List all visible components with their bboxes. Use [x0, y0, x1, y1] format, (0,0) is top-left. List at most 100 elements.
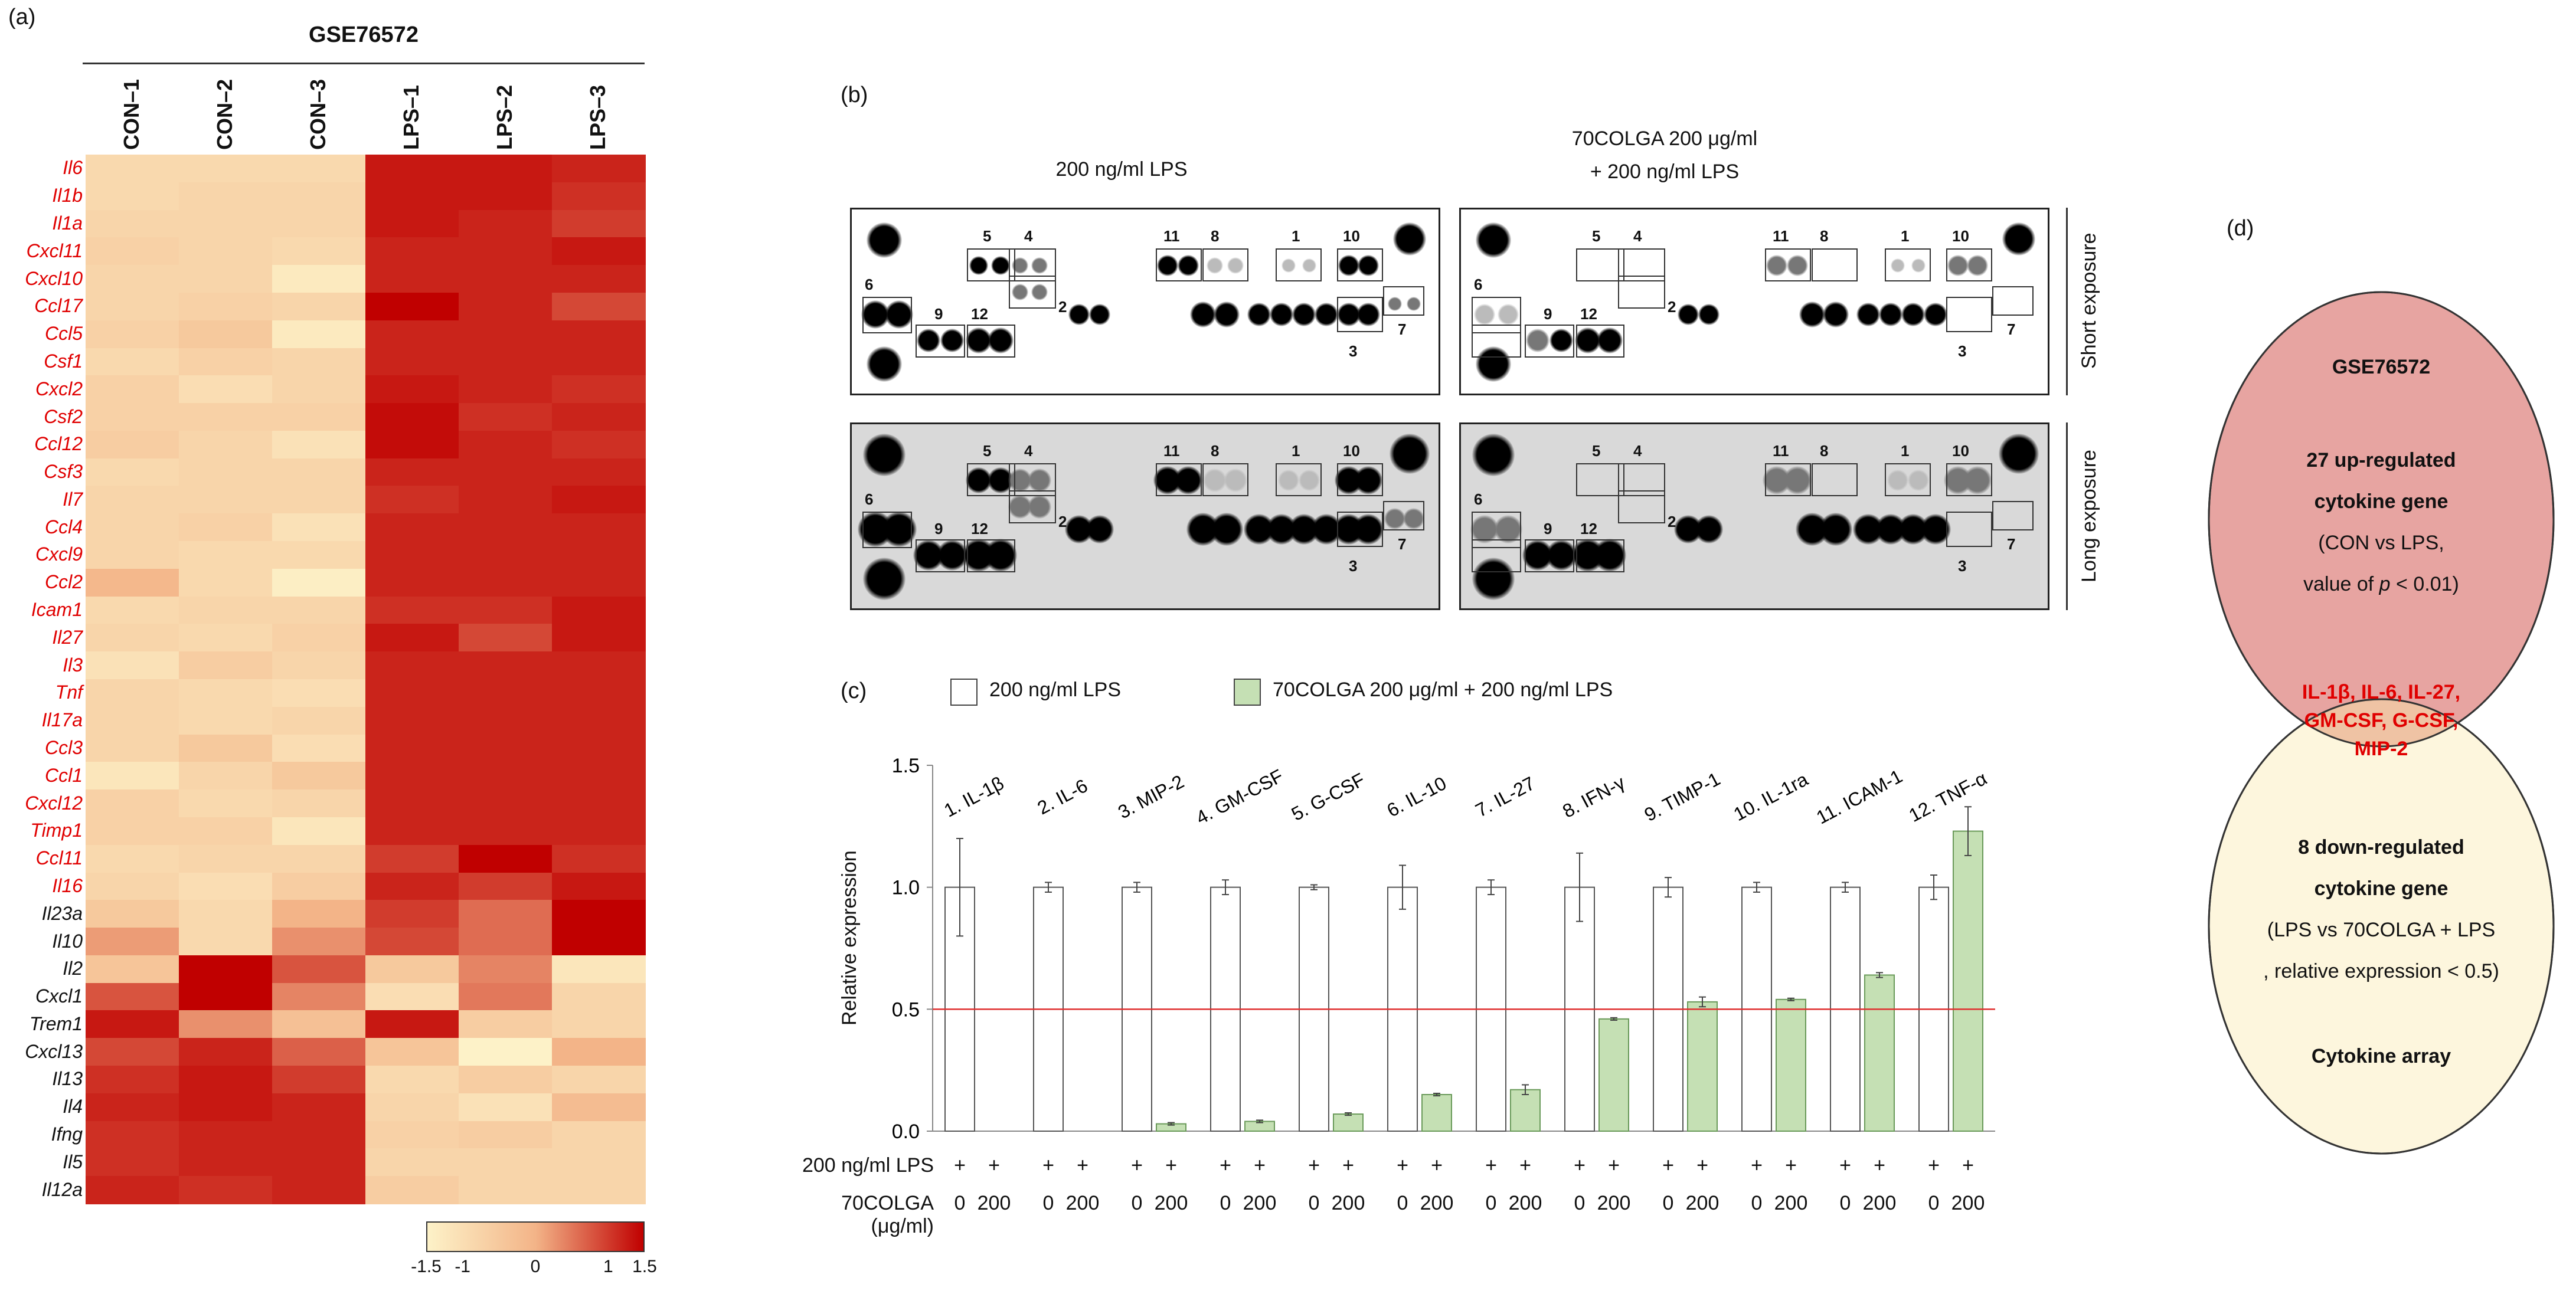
blot-spot	[1766, 255, 1787, 276]
gene-label: Cxcl12	[25, 792, 83, 814]
heatmap-cell	[272, 1010, 366, 1039]
gene-label: Trem1	[29, 1013, 83, 1034]
bar-colga	[1953, 830, 1983, 1132]
gene-label: Cxcl9	[35, 543, 83, 565]
heatmap-cell	[459, 762, 553, 790]
heatmap-cell	[365, 486, 459, 514]
blot-spot	[1678, 304, 1699, 325]
blot-spot	[1299, 470, 1320, 491]
blot-spot	[1698, 304, 1719, 325]
heatmap-cell	[179, 1010, 273, 1039]
heatmap-cell	[86, 1148, 179, 1177]
blot-spot	[1891, 258, 1905, 273]
bottom-row-value: +	[954, 1154, 966, 1177]
heatmap-cell	[272, 1148, 366, 1177]
bottom-row-value: +	[1254, 1154, 1266, 1177]
spot-number: 2	[1058, 298, 1067, 316]
bottom-row-value: 0	[1397, 1192, 1408, 1214]
spot-number: 5	[983, 227, 992, 245]
heatmap-cell	[459, 513, 553, 542]
heatmap-cell	[552, 1038, 646, 1066]
column-label: LPS–3	[586, 84, 610, 150]
heatmap-cell	[179, 320, 273, 349]
bottom-row-value: +	[1928, 1154, 1940, 1177]
heatmap-cell	[459, 1148, 553, 1177]
spot-outline	[1812, 463, 1858, 496]
bottom-row-value: +	[1785, 1154, 1797, 1177]
heatmap-cell	[365, 348, 459, 376]
gene-label: Csf2	[44, 405, 83, 427]
heatmap-cell	[86, 403, 179, 431]
spot-number: 11	[1163, 227, 1180, 245]
panel-label-b: (b)	[841, 83, 868, 107]
heatmap-cell	[552, 1176, 646, 1204]
heatmap-cell	[459, 955, 553, 984]
gene-label: Il10	[52, 930, 83, 952]
gene-label: Ccl1	[44, 764, 83, 786]
heatmap-cell	[272, 955, 366, 984]
venn-bottom-line1: 8 down-regulated	[2298, 836, 2464, 859]
blot-spot	[1575, 467, 1601, 493]
heatmap-cell	[365, 900, 459, 928]
spot-number: 3	[1958, 557, 1967, 575]
heatmap-cell	[459, 348, 553, 376]
spot-number: 7	[1398, 320, 1407, 338]
bottom-row-value: +	[1519, 1154, 1531, 1177]
heatmap-cell	[179, 237, 273, 266]
heatmap-grid	[86, 155, 646, 1204]
gene-label: Icam1	[31, 599, 83, 621]
bottom-row-value: 200	[1420, 1192, 1454, 1214]
blot-spot	[1911, 258, 1926, 273]
spot-number: 6	[865, 490, 874, 508]
heatmap-cell	[272, 375, 366, 404]
spot-outline	[1472, 297, 1521, 333]
heatmap-cell	[179, 541, 273, 569]
heatmap-cell	[459, 872, 553, 900]
blot-spot	[1787, 255, 1808, 276]
blot-spot	[988, 327, 1014, 353]
spot-number: 7	[2007, 535, 2016, 553]
heatmap-cell	[365, 872, 459, 900]
blot-spot	[991, 256, 1010, 275]
spot-outline	[1946, 463, 1992, 496]
bottom-row-value: 200	[1243, 1192, 1277, 1214]
spot-number: 6	[865, 276, 874, 293]
heatmap-cell	[552, 982, 646, 1011]
spot-number: 5	[983, 442, 992, 460]
bar-colga	[1776, 998, 1806, 1132]
heatmap-cell	[179, 762, 273, 790]
blot-spot	[1384, 508, 1405, 529]
blot-spot	[1920, 514, 1951, 545]
blot-spot	[1640, 284, 1657, 300]
blot-colga-short: 5 4 6 9 12 2 11 8 1 10 3 7	[1459, 208, 2049, 395]
heatmap-cell	[552, 734, 646, 762]
heatmap-cell	[365, 1093, 459, 1122]
heatmap-cell	[179, 928, 273, 956]
legend-tick-label: 1.5	[632, 1257, 657, 1276]
y-tick-label: 0.5	[892, 998, 920, 1021]
blot-spot	[1178, 255, 1199, 276]
spot-outline	[1576, 325, 1624, 358]
heatmap-cell	[272, 928, 366, 956]
spot-number: 1	[1292, 442, 1300, 460]
heatmap-cell	[86, 1176, 179, 1204]
spot-outline	[1618, 490, 1665, 523]
heatmap-cell	[459, 734, 553, 762]
gene-label: Ccl17	[34, 295, 83, 317]
heatmap-cell	[459, 1038, 553, 1066]
blot-spot	[2002, 222, 2035, 255]
heatmap-cell	[365, 265, 459, 293]
spot-outline	[967, 248, 1015, 281]
gene-label: Cxcl13	[25, 1040, 83, 1062]
heatmap-cell	[365, 955, 459, 984]
bar-colga	[1864, 974, 1895, 1132]
bottom-row-value: +	[1220, 1154, 1231, 1177]
category-label: 4. GM-CSF	[1192, 765, 1287, 828]
heatmap-cell	[86, 568, 179, 597]
heatmap-cell	[459, 1176, 553, 1204]
blot-spot	[1783, 466, 1812, 494]
spot-number: 4	[1633, 442, 1642, 460]
heatmap-cell	[86, 1121, 179, 1149]
heatmap-cell	[552, 320, 646, 349]
blot-spot	[1472, 434, 1515, 476]
